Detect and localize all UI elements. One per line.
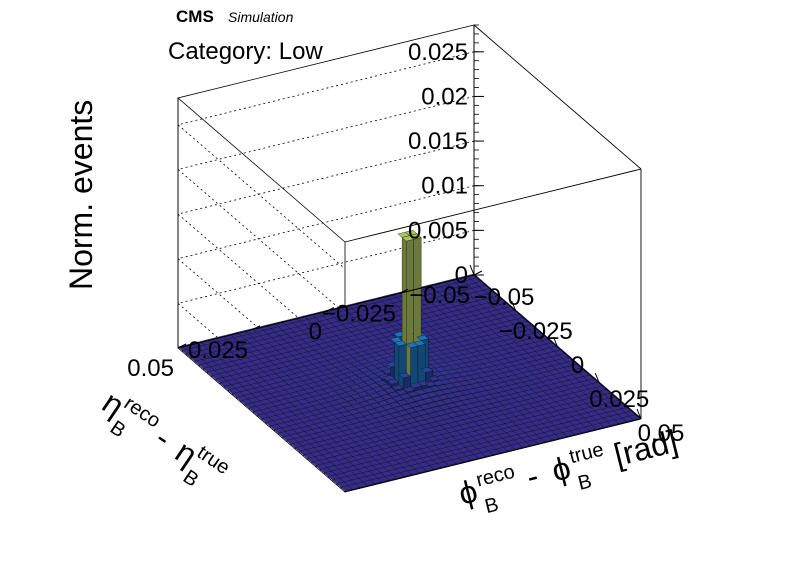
lego-bar — [357, 434, 371, 442]
lego-bars — [177, 229, 642, 493]
z-tick-label: 0.02 — [421, 83, 468, 110]
y-tick-mark — [473, 270, 483, 276]
x-tick-label: 0.025 — [589, 386, 649, 413]
lego-bar — [234, 344, 247, 352]
z-gridline — [177, 51, 475, 270]
category-label: Category: Low — [168, 38, 323, 65]
z-tick-label: 0.01 — [421, 173, 468, 200]
z-tick-label: 0.025 — [408, 39, 468, 66]
top-front-right-edge — [344, 168, 642, 243]
lego-bar — [231, 391, 245, 399]
z-tick-label: 0.015 — [408, 128, 468, 155]
x-tick-label: −0.025 — [499, 318, 573, 345]
y-tick-label: −0.05 — [409, 282, 470, 309]
lego-bar — [441, 325, 454, 334]
y-tick-label: 0.05 — [127, 355, 174, 382]
lego-bar — [405, 342, 419, 393]
lego-bar — [378, 410, 391, 419]
lego-bar — [267, 373, 281, 381]
y-tick-label: 0 — [309, 319, 322, 346]
y-tick-label: −0.025 — [322, 300, 396, 327]
z-gridline — [177, 140, 475, 359]
cms-subtitle: Simulation — [228, 9, 294, 25]
z-gridline — [177, 96, 475, 314]
y-tick-label: 0.025 — [188, 337, 248, 364]
top-front-left-edge — [473, 24, 642, 170]
lego-bar — [461, 302, 474, 310]
lego-bar — [413, 340, 426, 391]
z-tick-label: 0.005 — [408, 217, 468, 244]
cms-brand: CMS — [176, 7, 214, 26]
z-axis-title: Norm. events — [63, 100, 99, 290]
x-tick-mark — [469, 264, 475, 276]
x-tick-label: −0.05 — [474, 284, 535, 311]
y-axis-title: η reco B - η true B — [96, 384, 234, 492]
x-tick-label: 0 — [571, 352, 584, 379]
